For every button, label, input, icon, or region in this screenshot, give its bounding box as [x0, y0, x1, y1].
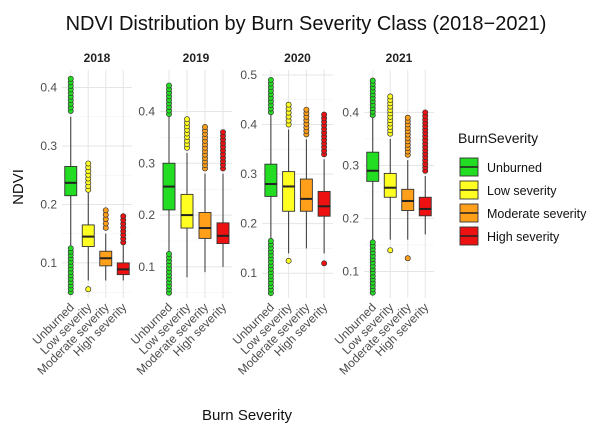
y-tick-label: 0.3	[138, 156, 155, 170]
outlier-point	[120, 213, 127, 220]
outlier-point	[369, 239, 376, 246]
y-tick-label: 0.4	[138, 104, 155, 118]
box-iqr	[180, 193, 194, 229]
y-tick-label: 0.3	[342, 158, 359, 172]
box-moderate-severity	[299, 106, 313, 249]
y-axis-title: NDVI	[10, 169, 27, 205]
legend-label: Unburned	[487, 161, 542, 175]
y-tick-label: 0.2	[342, 211, 359, 225]
y-tick-label: 0.5	[240, 68, 257, 82]
y-tick-label: 0.4	[342, 105, 359, 119]
outlier-point	[166, 82, 172, 89]
box-iqr	[383, 172, 397, 198]
box-low-severity	[81, 160, 95, 293]
y-tick-label: 0.1	[240, 266, 257, 280]
outlier-point	[321, 260, 328, 267]
box-low-severity	[180, 116, 194, 278]
box-iqr	[418, 196, 432, 217]
outlier-point	[303, 106, 310, 113]
box-high-severity	[216, 129, 230, 267]
outlier-point	[67, 245, 74, 252]
legend: BurnSeverity Unburned Low severity Moderat…	[458, 130, 587, 246]
outlier-point	[85, 160, 92, 167]
outlier-point	[67, 75, 74, 82]
y-tick-label: 0.2	[240, 217, 257, 231]
box-moderate-severity	[99, 207, 113, 281]
box-unburned	[64, 75, 78, 296]
legend-label: High severity	[487, 230, 560, 244]
legend-entry-moderate-severity: Moderate severity	[459, 203, 587, 223]
y-tick-label: 0.2	[40, 197, 57, 211]
y-tick-label: 0.3	[40, 139, 57, 153]
outlier-point	[369, 77, 376, 84]
y-tick-label: 0.1	[40, 256, 57, 270]
legend-items: Unburned Low severity Moderate severity Hig…	[459, 157, 587, 246]
box-high-severity	[317, 111, 331, 267]
box-iqr	[401, 188, 415, 211]
box-iqr	[198, 212, 212, 239]
facet-strip-label: 2018	[84, 51, 111, 65]
outlier-point	[202, 124, 208, 130]
box-iqr	[64, 166, 78, 197]
outlier-point	[267, 76, 274, 83]
outlier-point	[321, 111, 328, 118]
outlier-point	[267, 238, 274, 244]
outlier-point	[387, 247, 394, 254]
legend-label: Low severity	[487, 184, 557, 198]
box-iqr	[366, 151, 380, 182]
box-moderate-severity	[401, 114, 415, 262]
box-unburned	[366, 77, 380, 296]
box-unburned	[264, 76, 278, 296]
y-tick-label: 0.3	[240, 167, 257, 181]
box-moderate-severity	[198, 124, 212, 273]
y-tick-label: 0.1	[342, 264, 359, 278]
box-iqr	[216, 222, 230, 245]
y-tick-label: 0.4	[40, 81, 57, 95]
box-unburned	[162, 82, 176, 296]
box-high-severity	[418, 109, 432, 235]
y-tick-label: 0.2	[138, 208, 155, 222]
box-iqr	[299, 178, 313, 212]
outlier-point	[220, 129, 226, 136]
box-low-severity	[282, 101, 296, 264]
facet-strip-label: 2019	[183, 51, 210, 65]
outlier-point	[285, 101, 292, 108]
legend-entry-unburned: Unburned	[459, 157, 542, 177]
legend-label: Moderate severity	[487, 207, 587, 221]
x-axis-title: Burn Severity	[202, 407, 293, 424]
legend-title: BurnSeverity	[458, 130, 538, 146]
outlier-point	[285, 257, 292, 264]
box-iqr	[282, 171, 296, 212]
chart-title: NDVI Distribution by Burn Severity Class…	[66, 13, 547, 35]
facet-strip-label: 2021	[386, 51, 413, 65]
outlier-point	[184, 116, 190, 123]
box-low-severity	[383, 93, 397, 254]
outlier-point	[387, 93, 394, 100]
facet-strip-label: 2020	[284, 51, 311, 65]
y-tick-label: 0.1	[138, 260, 155, 274]
y-tick-label: 0.4	[240, 118, 257, 132]
outlier-point	[166, 251, 172, 257]
outlier-point	[404, 255, 411, 262]
outlier-point	[102, 207, 109, 214]
outlier-point	[422, 109, 429, 116]
box-high-severity	[116, 213, 130, 281]
box-iqr	[264, 163, 278, 197]
box-iqr	[317, 190, 331, 217]
outlier-point	[404, 114, 411, 121]
legend-entry-low-severity: Low severity	[459, 180, 557, 200]
outlier-point	[85, 286, 92, 293]
legend-entry-high-severity: High severity	[459, 226, 560, 246]
